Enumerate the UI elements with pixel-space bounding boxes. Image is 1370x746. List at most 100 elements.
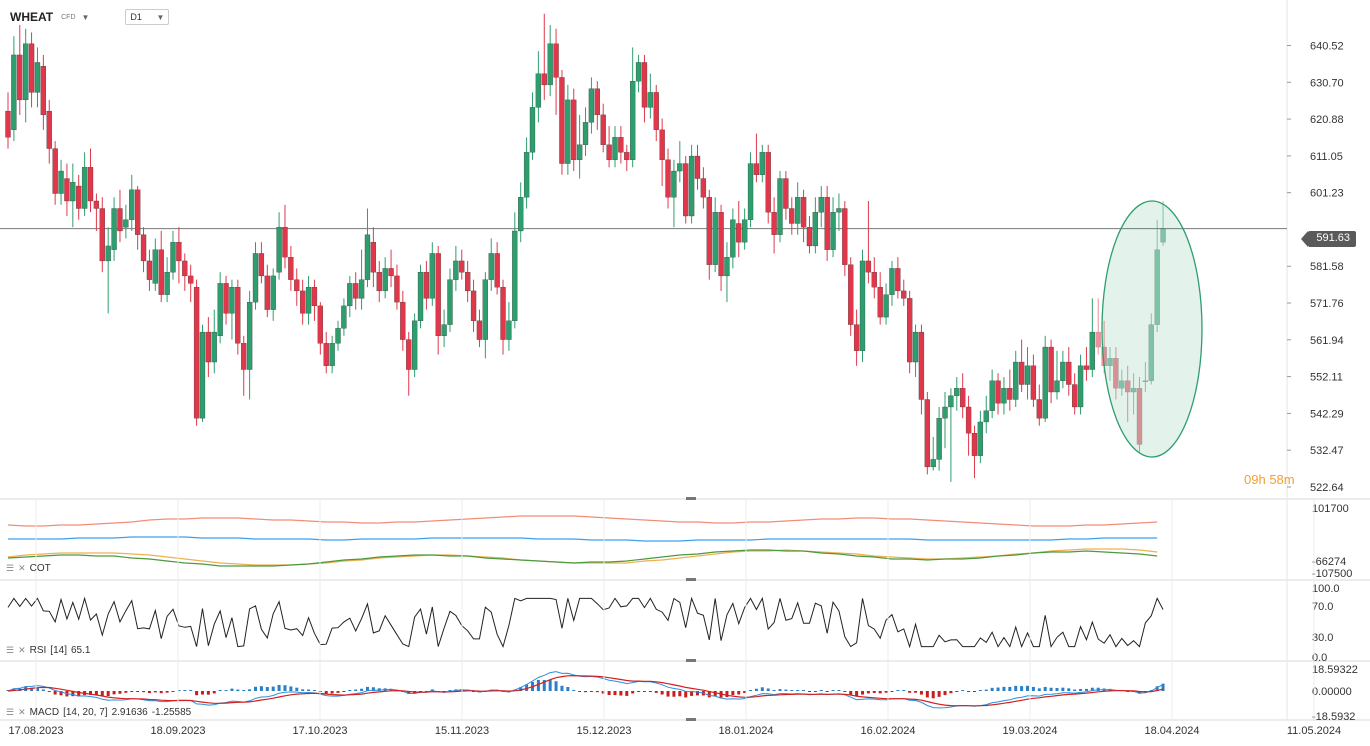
candle — [571, 88, 577, 172]
macd-histogram-bar — [171, 691, 175, 692]
symbol-name[interactable]: WHEAT — [10, 10, 54, 24]
macd-histogram-bar — [1155, 686, 1159, 691]
candle — [111, 197, 117, 261]
candle — [276, 212, 282, 280]
macd-histogram-bar — [984, 689, 988, 691]
candle — [871, 257, 877, 299]
macd-histogram-bar — [1084, 688, 1088, 691]
candle — [912, 324, 919, 378]
macd-histogram-bar — [1014, 685, 1018, 691]
candle — [759, 144, 765, 183]
macd-histogram-bar — [648, 691, 652, 692]
macd-histogram-bar — [849, 691, 853, 695]
macd-histogram-bar — [554, 681, 558, 691]
x-tick-label: 16.02.2024 — [860, 725, 915, 737]
macd-histogram-bar — [1031, 686, 1035, 691]
panel-menu-icon[interactable]: ☰ — [6, 645, 15, 655]
candle-body — [942, 406, 948, 419]
candle — [995, 373, 1001, 415]
candle-body — [482, 279, 488, 340]
macd-histogram-bar — [637, 691, 641, 692]
candle — [706, 189, 712, 280]
close-icon[interactable]: ✕ — [18, 707, 26, 717]
candle — [877, 272, 883, 325]
macd-histogram-bar — [259, 686, 263, 691]
candle-body — [960, 388, 966, 408]
macd-histogram-bar — [189, 690, 193, 691]
candle — [406, 332, 412, 396]
candle-body — [871, 272, 877, 288]
candle — [323, 332, 329, 374]
macd-histogram-bar — [855, 691, 859, 697]
candle-body — [848, 264, 854, 325]
candle — [188, 264, 194, 303]
macd-histogram-bar — [307, 689, 311, 691]
x-tick-label: 18.04.2024 — [1144, 725, 1199, 737]
candle-body — [783, 178, 789, 209]
macd-histogram-bar — [931, 691, 935, 699]
candle-body — [400, 301, 406, 340]
macd-histogram-bar — [536, 679, 540, 691]
candle — [70, 163, 76, 228]
close-icon[interactable]: ✕ — [18, 645, 26, 655]
y-tick-label: 532.47 — [1310, 445, 1344, 457]
symbol-dropdown-icon[interactable]: ▼ — [81, 12, 90, 22]
candle — [1060, 350, 1066, 389]
candle — [270, 268, 276, 321]
candle-body — [588, 88, 595, 123]
candle-body — [58, 170, 64, 194]
panel-menu-icon[interactable]: ☰ — [6, 563, 15, 573]
macd-histogram-bar — [572, 690, 576, 691]
candle-body — [205, 331, 212, 363]
candle — [411, 313, 418, 378]
macd-histogram-bar — [289, 686, 293, 691]
candle — [1136, 377, 1143, 452]
x-tick-label: 17.10.2023 — [292, 725, 347, 737]
macd-histogram-bar — [77, 691, 81, 697]
candle-body — [453, 260, 459, 280]
candle-body — [217, 283, 223, 336]
candle — [394, 264, 400, 310]
macd-histogram-bar — [1026, 685, 1030, 691]
macd-histogram-bar — [348, 689, 352, 691]
candle-body — [417, 272, 424, 321]
macd-histogram-bar — [206, 691, 210, 695]
x-tick-label: 19.03.2024 — [1002, 725, 1057, 737]
candle-body — [653, 92, 659, 130]
panel-menu-icon[interactable]: ☰ — [6, 707, 15, 717]
candle-body — [465, 272, 471, 292]
close-icon[interactable]: ✕ — [18, 563, 26, 573]
timeframe-select[interactable]: D1 ▼ — [125, 9, 170, 25]
macd-histogram-bar — [866, 691, 870, 694]
candle-body — [718, 212, 724, 277]
candle — [547, 24, 553, 97]
candle — [429, 242, 435, 306]
macd-histogram-bar — [448, 690, 452, 691]
candle-body — [182, 260, 188, 277]
candle-body — [576, 144, 583, 160]
macd-histogram-bar — [354, 689, 358, 691]
macd-histogram-bar — [584, 691, 588, 693]
candle-body — [99, 208, 105, 262]
candle-body — [683, 163, 689, 217]
macd-histogram-bar — [819, 690, 823, 691]
candle-body — [258, 253, 265, 277]
candle-body — [176, 242, 182, 262]
candle-body — [193, 286, 200, 419]
candle-body — [606, 144, 612, 160]
candle — [777, 171, 783, 243]
countdown-hours: 09 — [1244, 472, 1259, 487]
candle — [382, 257, 388, 299]
macd-histogram-bar — [124, 691, 128, 693]
macd-histogram-bar — [919, 691, 923, 695]
candle — [11, 36, 17, 142]
candle — [441, 309, 447, 348]
macd-histogram-bar — [1073, 689, 1077, 691]
candle — [718, 204, 724, 291]
candle — [971, 425, 978, 479]
candle-body — [906, 298, 913, 363]
macd-histogram-bar — [725, 691, 729, 698]
candle-body — [694, 155, 701, 179]
cot-axis-label: -107500 — [1312, 568, 1352, 580]
